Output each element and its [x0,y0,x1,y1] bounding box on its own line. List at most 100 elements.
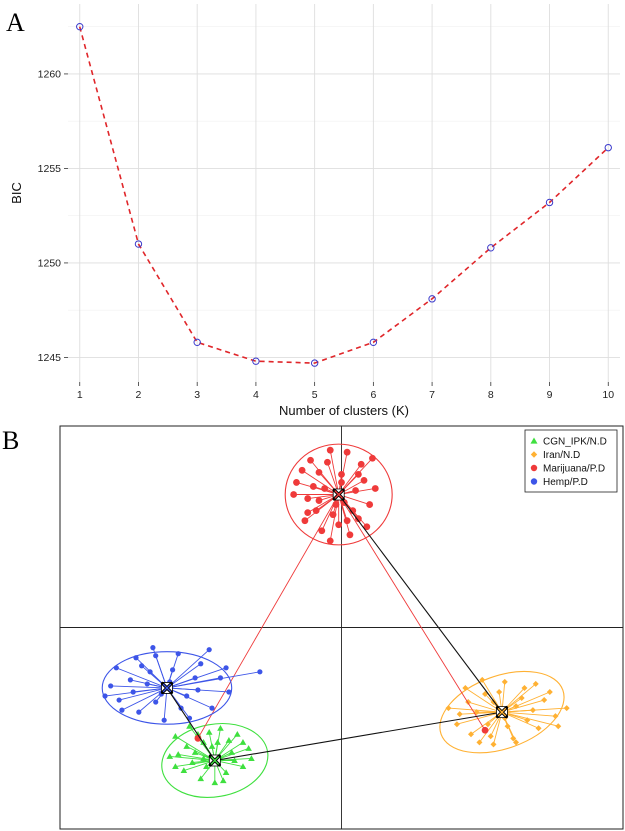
data-point [524,717,531,724]
data-point [172,733,179,739]
legend-box [524,429,618,493]
data-point [529,707,536,714]
data-point [332,501,340,508]
spoke-line [501,711,539,729]
y-tick-label: 1260 [38,68,62,80]
data-point [195,687,201,693]
data-point [357,460,365,468]
data-point [147,669,153,675]
data-point [513,703,520,710]
data-point [192,675,198,681]
data-point [496,688,503,695]
data-point [552,713,559,720]
spoke-line [501,711,559,727]
bic-point-k6 [369,338,378,347]
data-point [116,697,122,703]
data-point [222,769,230,776]
centroid-x-inner [210,756,219,765]
panel-b-letter: B [2,426,19,455]
data-point [304,509,312,517]
centroid-marker [332,488,345,501]
spoke-line [338,457,373,495]
data-point [183,743,190,749]
spoke-line [501,711,556,717]
spoke-line [321,494,340,531]
data-point [456,711,463,718]
data-point [318,527,326,535]
data-point [186,722,193,729]
data-point [335,521,343,529]
data-point [541,697,548,704]
spoke-line [104,687,168,697]
data-point [363,523,371,531]
x-axis-title: Number of clusters (K) [279,403,409,418]
spoke-line [175,760,215,767]
data-point [462,684,469,691]
data-point [245,745,252,751]
centroid-link [214,711,503,762]
data-point [476,739,483,746]
data-point [153,653,159,659]
cluster-marijuana-p-d [194,443,489,742]
data-point [239,763,247,770]
data-point [467,731,474,738]
data-point [208,743,216,749]
data-point [191,749,199,755]
centroid-link [338,494,503,713]
data-point [321,485,329,492]
data-point [206,647,212,653]
spoke-line [329,450,340,495]
data-point [343,517,351,525]
data-point [217,724,224,731]
data-point [349,507,357,515]
data-point [504,723,511,730]
data-point [136,709,142,715]
data-point [532,680,539,687]
cluster-scatter-plot: CGN_IPK/N.D Iran/N.D Marijuana/P.D Hemp/P.D [59,425,624,830]
spoke-line [197,494,340,739]
y-tick-label: 1255 [38,163,62,175]
data-point [329,511,337,519]
data-point [484,721,491,728]
data-point [203,763,210,770]
data-point [563,705,570,712]
legend-label: CGN_IPK/N.D [543,437,607,448]
centroid-marker [160,681,174,695]
confidence-ellipse [284,443,393,546]
spoke-line [166,649,210,689]
spoke-line [301,469,339,495]
data-point [166,753,174,759]
data-point [209,705,215,711]
data-point [490,741,497,748]
data-point [326,446,334,454]
data-point [535,725,542,732]
data-point [338,470,345,478]
data-point [231,757,238,763]
data-point [445,705,452,712]
data-point [150,645,156,651]
spoke-line [456,711,503,725]
bic-point-k9 [545,198,554,207]
data-point [301,517,309,525]
data-point [346,531,354,539]
bic-point-k5 [310,359,319,367]
data-point [481,726,489,734]
data-point [189,759,196,765]
x-tick-label: 2 [136,389,142,401]
data-point [360,477,368,484]
panel-a-letter: A [6,8,25,37]
spoke-line [121,687,168,711]
spoke-line [501,699,545,713]
spoke-line [501,691,550,713]
data-point [234,730,241,737]
spoke-line [116,667,168,689]
data-point [354,515,362,523]
x-tick-label: 8 [488,389,494,401]
legend-marker [530,464,538,472]
spoke-line [110,685,167,689]
data-point [239,739,247,745]
spoke-line [119,687,168,701]
data-point [172,763,179,770]
x-tick-label: 1 [77,389,83,401]
